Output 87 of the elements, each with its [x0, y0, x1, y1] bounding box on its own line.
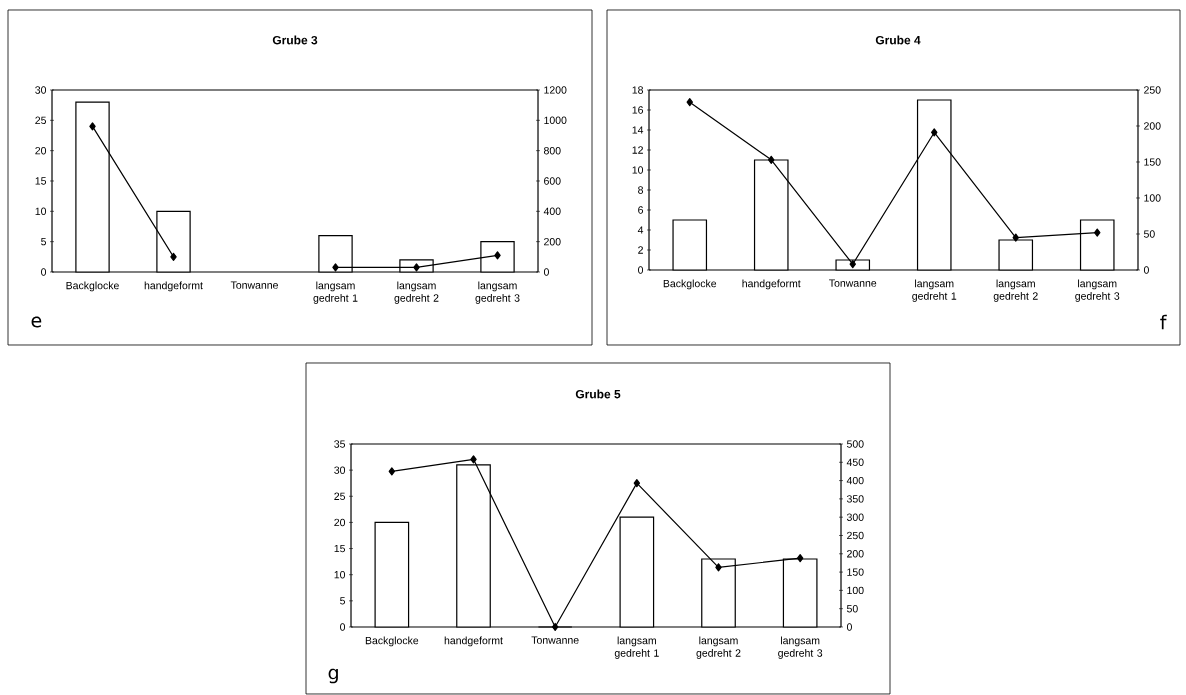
- x-tick-label: Backglocke: [663, 279, 717, 290]
- y2-tick-label: 200: [847, 550, 864, 558]
- y2-tick-label: 600: [544, 177, 561, 185]
- y2-tick-label: 250: [847, 531, 864, 540]
- point: [796, 554, 804, 563]
- y2-tick-label: 100: [1144, 194, 1161, 202]
- y-tick-label: 35: [334, 440, 346, 448]
- y-tick-label: 30: [334, 466, 346, 474]
- text: f: [1160, 314, 1167, 330]
- y-tick-label: 12: [632, 146, 643, 154]
- y-tick-label: 5: [41, 238, 47, 246]
- y-tick-label: 16: [632, 106, 644, 114]
- point: [388, 467, 396, 476]
- y2-tick-label: 200: [1144, 122, 1161, 130]
- x-tick-label: langsam gedreht 3: [778, 636, 823, 659]
- x-tick-label: handgeformt: [444, 636, 503, 647]
- x-tick-label: handgeformt: [742, 279, 801, 290]
- y-tick-label: 10: [334, 570, 346, 579]
- y-tick-label: 0: [41, 268, 47, 276]
- point: [1094, 228, 1101, 237]
- y2-tick-label: 1000: [544, 116, 567, 125]
- y-tick-label: 0: [340, 623, 346, 631]
- y2-tick-label: 400: [543, 207, 561, 216]
- y2-tick-label: 250: [1144, 86, 1161, 94]
- y-tick-label: 18: [632, 86, 644, 94]
- y-tick-label: 4: [637, 226, 644, 234]
- y-tick-label: 30: [35, 86, 47, 94]
- y2-tick-label: 50: [1143, 230, 1155, 238]
- y2-tick-label: 500: [846, 440, 864, 448]
- y-tick-label: 0: [638, 266, 644, 274]
- x-tick-label: langsam gedreht 2: [394, 281, 439, 304]
- y2-tick-label: 450: [846, 458, 864, 467]
- y-tick-label: 8: [638, 186, 644, 194]
- y2-tick-label: 50: [846, 604, 858, 613]
- point: [931, 128, 938, 137]
- chart-title: Grube 4: [875, 35, 921, 45]
- point: [768, 155, 775, 164]
- point: [89, 122, 96, 131]
- point: [551, 622, 559, 632]
- y-tick-label: 20: [35, 146, 47, 155]
- x-tick-label: Tonwanne: [531, 636, 579, 644]
- y2-tick-label: 300: [846, 513, 864, 521]
- x-tick-label: langsam gedreht 2: [993, 279, 1038, 302]
- y2-tick-label: 200: [544, 237, 561, 246]
- y2-tick-label: 0: [543, 268, 549, 276]
- y-tick-label: 10: [35, 207, 47, 216]
- point: [686, 98, 693, 107]
- point: [470, 455, 477, 464]
- y2-tick-label: 0: [1143, 266, 1149, 274]
- y2-tick-label: 150: [847, 568, 864, 576]
- point: [332, 263, 339, 272]
- y2-tick-label: 1200: [544, 86, 567, 94]
- text: e: [31, 316, 42, 328]
- x-tick-label: langsam gedreht 1: [614, 636, 659, 659]
- point: [633, 479, 641, 488]
- x-tick-label: langsam gedreht 3: [475, 281, 520, 304]
- x-tick-label: handgeformt: [144, 281, 203, 292]
- x-tick-label: langsam gedreht 1: [912, 279, 957, 302]
- y2-tick-label: 350: [846, 495, 864, 503]
- y-tick-label: 10: [632, 166, 644, 174]
- x-tick-label: Backglocke: [66, 281, 119, 292]
- y2-tick-label: 0: [846, 623, 852, 631]
- point: [1012, 233, 1019, 242]
- x-tick-label: langsam gedreht 1: [313, 281, 358, 304]
- y2-tick-label: 800: [543, 146, 561, 155]
- x-tick-label: Tonwanne: [230, 281, 278, 289]
- y2-tick-label: 400: [846, 476, 864, 485]
- y2-tick-label: 100: [847, 586, 864, 595]
- y-tick-label: 6: [638, 206, 644, 214]
- point: [170, 252, 177, 261]
- y2-tick-label: 150: [1144, 158, 1161, 166]
- text: g: [328, 668, 338, 684]
- y-tick-label: 20: [334, 518, 346, 527]
- y-tick-label: 15: [334, 544, 346, 553]
- chart-title: Grube 5: [575, 389, 621, 399]
- y-tick-label: 25: [35, 116, 47, 125]
- chart-title: Grube 3: [272, 35, 318, 45]
- y-tick-label: 2: [638, 246, 643, 254]
- point: [715, 563, 722, 572]
- y-tick-label: 14: [632, 126, 644, 134]
- x-tick-label: Backglocke: [365, 636, 419, 647]
- y-tick-label: 25: [334, 492, 346, 500]
- y-tick-label: 15: [35, 177, 47, 185]
- x-tick-label: langsam gedreht 2: [696, 636, 741, 659]
- x-tick-label: langsam gedreht 3: [1075, 279, 1120, 302]
- x-tick-label: Tonwanne: [829, 279, 877, 287]
- y-tick-label: 5: [340, 597, 346, 605]
